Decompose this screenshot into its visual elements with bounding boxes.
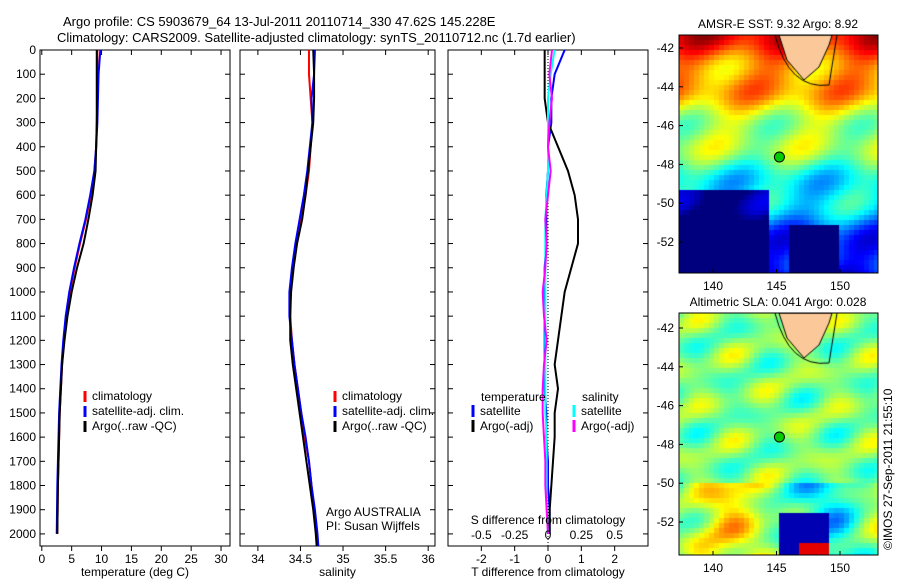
y-tick-label: 1400 — [9, 382, 36, 396]
x-axis-label: salinity — [319, 565, 356, 579]
map-title: Altimetric SLA: 0.041 Argo: 0.028 — [690, 295, 867, 309]
lat-tick-label: -46 — [657, 399, 675, 413]
y-tick-label: 1900 — [9, 503, 36, 517]
lat-tick-label: -52 — [657, 515, 675, 529]
lat-tick-label: -42 — [657, 41, 675, 55]
lon-tick-label: 145 — [766, 279, 786, 293]
s-tick-label: 0 — [545, 528, 552, 542]
x-tick-label: 20 — [155, 552, 169, 566]
legend-header-salinity: salinity — [582, 390, 619, 404]
series-line-climatology — [56, 50, 99, 534]
x-tick-label: 35.5 — [374, 552, 398, 566]
y-tick-label: 800 — [16, 237, 36, 251]
x-tick-label: -2 — [476, 552, 487, 566]
lon-tick-label: 150 — [830, 561, 850, 575]
panel-frame-0 — [39, 49, 231, 547]
x-tick-label: 15 — [125, 552, 139, 566]
lat-tick-label: -42 — [657, 321, 675, 335]
legend-label: climatology — [92, 389, 152, 403]
legend-label: climatology — [342, 389, 402, 403]
s-tick-label: -0.25 — [501, 528, 529, 542]
series-line-argo---raw--qc- — [56, 50, 98, 534]
y-tick-label: 1600 — [9, 430, 36, 444]
y-tick-label: 500 — [16, 164, 36, 178]
y-tick-label: 1000 — [9, 285, 36, 299]
x-tick-label: 34 — [251, 552, 265, 566]
x-tick-label: 0 — [545, 552, 552, 566]
y-tick-label: 2000 — [9, 527, 36, 541]
legend-header-temperature: temperature — [481, 390, 546, 404]
figure-title-line2: Climatology: CARS2009. Satellite-adjuste… — [57, 30, 576, 45]
s-axis-label: S difference from climatology — [471, 513, 626, 527]
s-tick-label: 0.5 — [606, 528, 623, 542]
lat-tick-label: -50 — [657, 196, 675, 210]
x-axis-label: T difference from climatology — [471, 565, 625, 579]
y-tick-label: 1100 — [10, 309, 36, 323]
s-tick-label: 0.25 — [570, 528, 594, 542]
series-line-s-argo--adj- — [541, 49, 554, 534]
s-tick-label: -0.5 — [471, 528, 492, 542]
argo-location-marker — [773, 431, 785, 443]
annotation: Argo AUSTRALIA — [326, 505, 421, 519]
y-tick-label: 1200 — [9, 333, 36, 347]
map-frame-1 — [678, 312, 879, 556]
series-line-argo---raw--qc- — [289, 49, 318, 547]
legend-label: satellite-adj. clim. — [342, 404, 434, 418]
y-tick-label: 200 — [16, 91, 36, 105]
map-title: AMSR-E SST: 9.32 Argo: 8.92 — [698, 17, 858, 31]
lon-tick-label: 140 — [703, 561, 723, 575]
legend-label: Argo(-adj) — [581, 419, 634, 433]
y-tick-label: 300 — [16, 116, 36, 130]
y-tick-label: 1300 — [9, 358, 36, 372]
y-tick-label: 600 — [16, 188, 36, 202]
lat-tick-label: -50 — [657, 476, 675, 490]
copyright-timestamp: ©IMOS 27-Sep-2011 21:55:10 — [881, 388, 895, 550]
x-tick-label: -1 — [509, 552, 520, 566]
y-tick-label: 400 — [16, 140, 36, 154]
lat-tick-label: -48 — [657, 437, 675, 451]
lat-tick-label: -44 — [657, 80, 675, 94]
legend-label: Argo(-adj) — [480, 419, 533, 433]
panel-frame-1 — [239, 49, 436, 547]
y-tick-label: 100 — [16, 67, 36, 81]
lon-tick-label: 150 — [830, 279, 850, 293]
x-tick-label: 25 — [184, 552, 198, 566]
y-tick-label: 700 — [16, 212, 36, 226]
lat-tick-label: -48 — [657, 157, 675, 171]
lat-tick-label: -52 — [657, 235, 675, 249]
x-tick-label: 2 — [611, 552, 618, 566]
figure-title-line1: Argo profile: CS 5903679_64 13-Jul-2011 … — [63, 14, 496, 29]
lat-tick-label: -46 — [657, 119, 675, 133]
legend-label: satellite — [480, 404, 521, 418]
series-line-t-argo--adj- — [543, 50, 579, 534]
y-tick-label: 1800 — [9, 479, 36, 493]
x-axis-label: temperature (deg C) — [81, 565, 189, 579]
map-frame-0 — [678, 34, 879, 274]
y-tick-label: 0 — [29, 43, 36, 57]
series-line-satellite-adj--clim- — [55, 49, 102, 534]
x-tick-label: 35 — [336, 552, 350, 566]
legend-label: Argo(..raw -QC) — [342, 419, 427, 433]
y-tick-label: 1500 — [9, 406, 36, 420]
y-tick-label: 1700 — [9, 454, 36, 468]
lat-tick-label: -44 — [657, 360, 675, 374]
lon-tick-label: 145 — [766, 561, 786, 575]
lon-tick-label: 140 — [703, 279, 723, 293]
x-tick-label: 1 — [578, 552, 585, 566]
y-tick-label: 900 — [16, 261, 36, 275]
x-tick-label: 10 — [95, 552, 109, 566]
x-tick-label: 0 — [38, 552, 45, 566]
legend-label: Argo(..raw -QC) — [92, 419, 177, 433]
x-tick-label: 34.5 — [289, 552, 313, 566]
legend-label: satellite-adj. clim. — [92, 404, 184, 418]
argo-location-marker — [773, 151, 785, 163]
x-tick-label: 30 — [214, 552, 228, 566]
x-tick-label: 36 — [422, 552, 436, 566]
legend-label: satellite — [581, 404, 622, 418]
x-tick-label: 5 — [68, 552, 75, 566]
annotation: PI: Susan Wijffels — [326, 519, 420, 533]
